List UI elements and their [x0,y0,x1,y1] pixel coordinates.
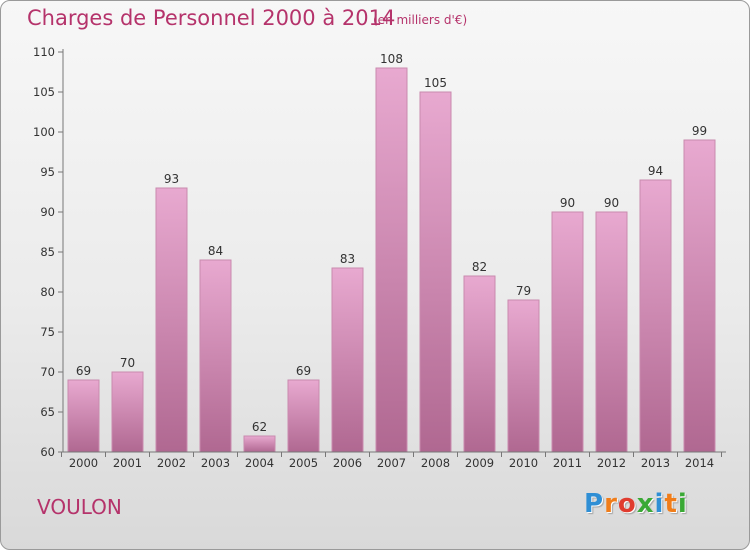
x-tick-label: 2012 [597,456,626,470]
logo-letter: i [654,489,665,519]
bar [507,299,540,453]
bar-value-label: 84 [208,244,223,258]
bar [67,379,100,453]
y-tick-label: 85 [40,245,55,259]
y-tick-label: 105 [33,85,55,99]
bar-value-label: 90 [604,196,619,210]
bar [595,211,628,453]
y-tick-label: 80 [40,285,55,299]
chart-subtitle: (en milliers d'€) [373,13,468,27]
x-tick-label: 2006 [333,456,362,470]
bar-value-label: 69 [76,364,91,378]
logo-letter: t [664,489,678,519]
bar-value-label: 83 [340,252,355,266]
bar-value-label: 90 [560,196,575,210]
x-tick-label: 2011 [553,456,582,470]
y-tick-label: 100 [33,125,55,139]
bar [111,371,144,453]
bar-value-label: 69 [296,364,311,378]
bar [331,267,364,453]
x-tick-label: 2001 [113,456,142,470]
bar-value-label: 70 [120,356,135,370]
bar-value-label: 94 [648,164,663,178]
x-tick-label: 2009 [465,456,494,470]
proxiti-logo: Proxiti [584,489,688,519]
bar [683,139,716,453]
bar-value-label: 79 [516,284,531,298]
y-tick-label: 90 [40,205,55,219]
bar-value-label: 93 [164,172,179,186]
bar [375,67,408,453]
bar [155,187,188,453]
x-tick-label: 2014 [685,456,714,470]
bar [551,211,584,453]
x-tick-label: 2002 [157,456,186,470]
bar-value-label: 99 [692,124,707,138]
bar [243,435,276,453]
y-tick-label: 60 [40,445,55,459]
bar [287,379,320,453]
bar-value-label: 82 [472,260,487,274]
x-tick-label: 2004 [245,456,274,470]
x-tick-label: 2008 [421,456,450,470]
x-tick-label: 2003 [201,456,230,470]
logo-letter: P [584,489,605,519]
bar-value-label: 108 [380,52,403,66]
bar [639,179,672,453]
chart-title: Charges de Personnel 2000 à 2014 [27,6,396,30]
y-tick-label: 70 [40,365,55,379]
x-tick-label: 2007 [377,456,406,470]
x-tick-label: 2010 [509,456,538,470]
y-tick-label: 65 [40,405,55,419]
bar [419,91,452,453]
x-tick-label: 2013 [641,456,670,470]
x-tick-label: 2005 [289,456,318,470]
logo-letter: o [617,489,637,519]
y-tick-label: 95 [40,165,55,179]
logo-letter: i [677,489,688,519]
bar [199,259,232,453]
logo-letter: x [636,489,655,519]
bar-value-label: 105 [424,76,447,90]
bar [463,275,496,453]
y-tick-label: 75 [40,325,55,339]
bar-value-label: 62 [252,420,267,434]
logo-letter: r [604,489,618,519]
commune-name: VOULON [37,495,122,519]
y-tick-label: 110 [33,45,55,59]
x-tick-label: 2000 [69,456,98,470]
